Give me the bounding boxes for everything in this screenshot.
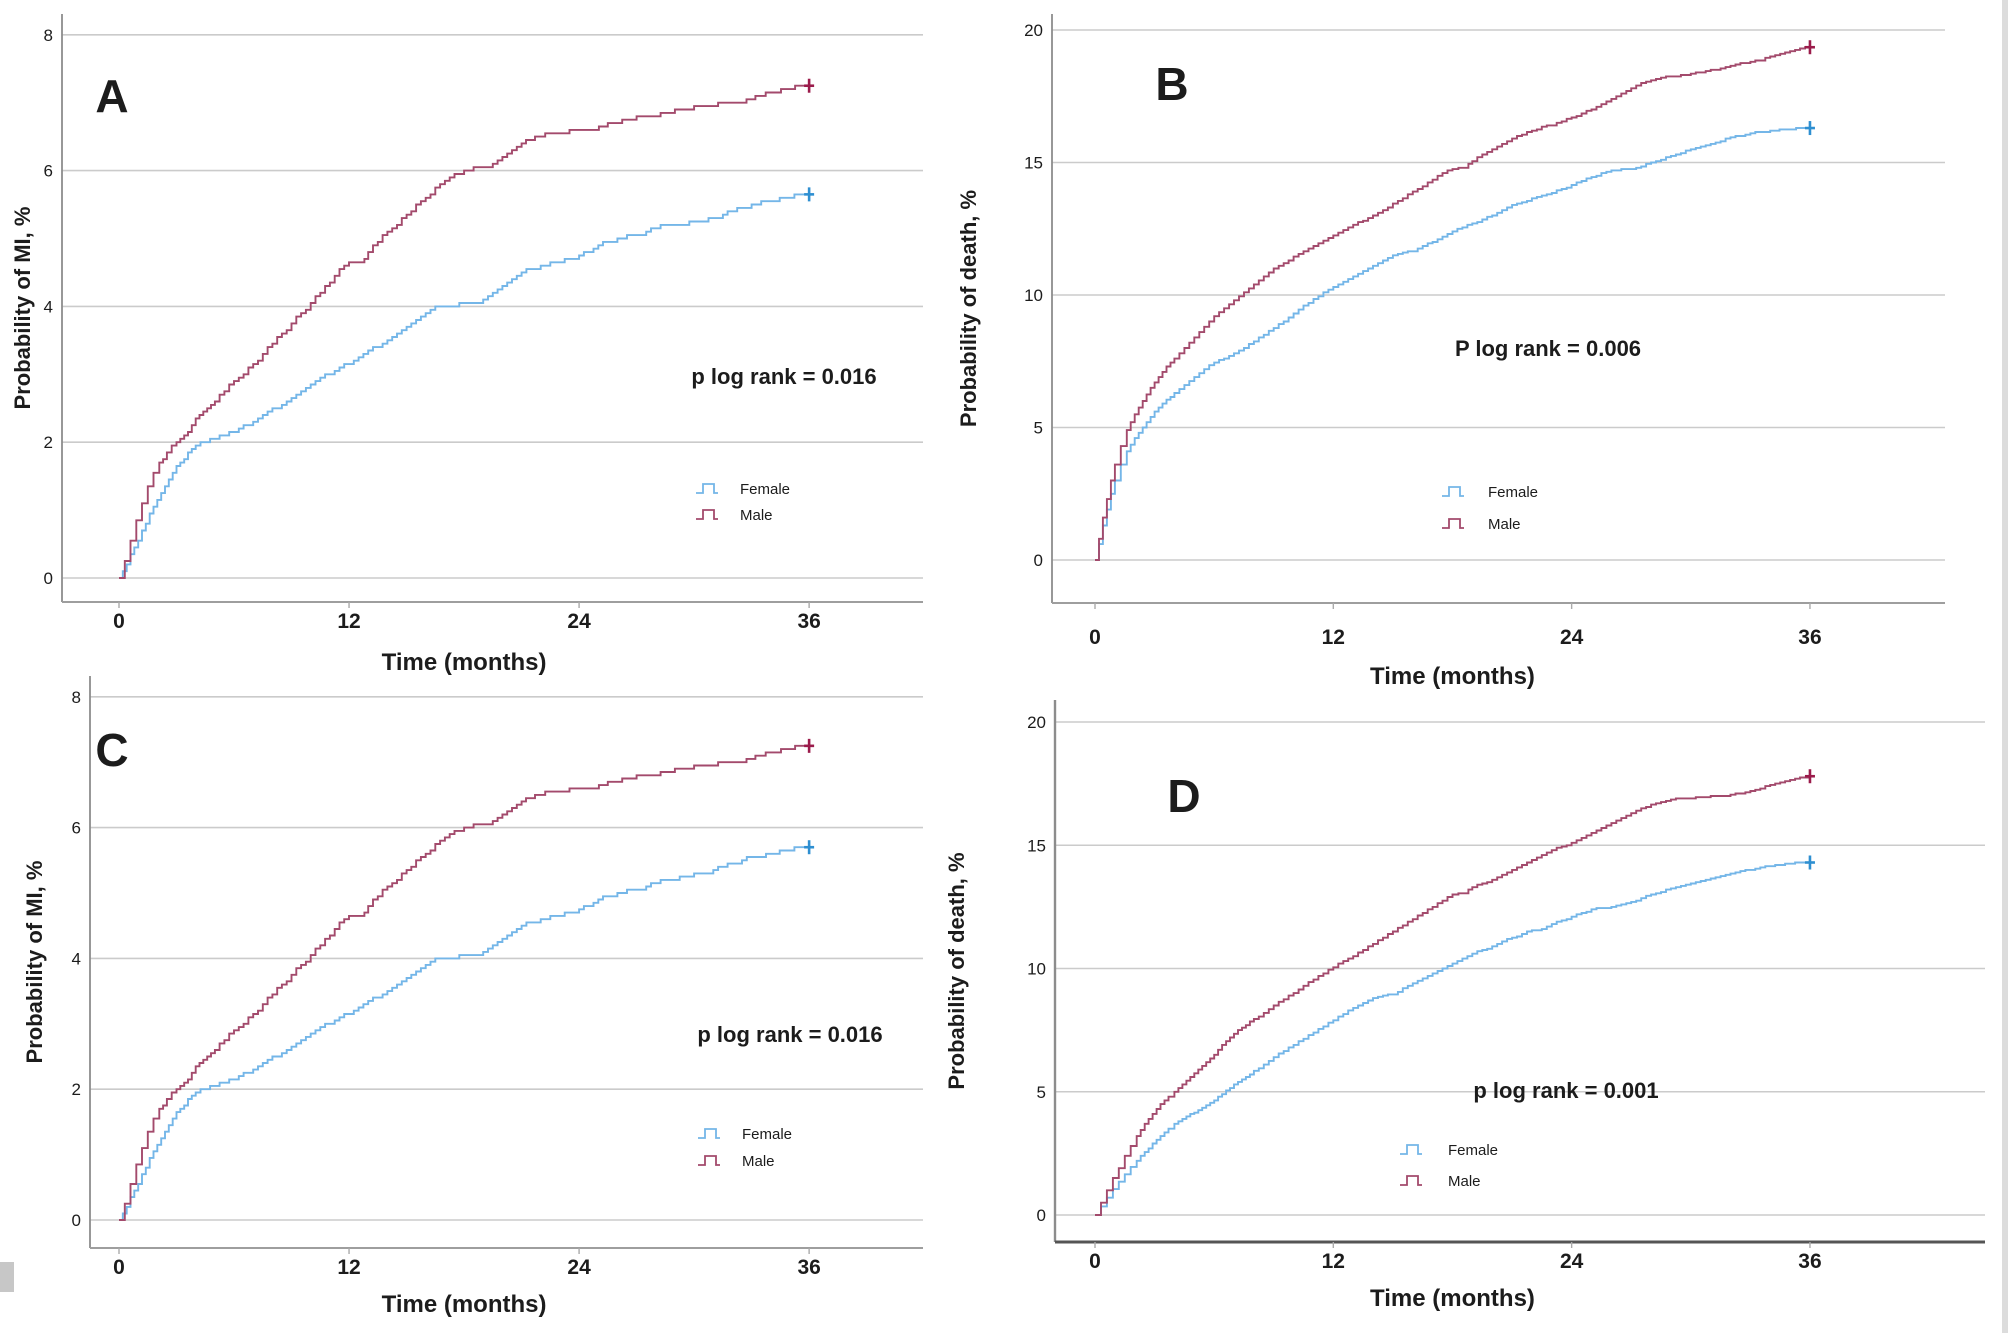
panel-letter: B: [1155, 58, 1188, 110]
legend-male-symbol: [696, 509, 718, 520]
x-tick-label: 12: [1322, 1250, 1345, 1273]
x-tick-label: 0: [1089, 1250, 1101, 1273]
censor-plus-marker-male: [1804, 769, 1815, 784]
legend-female-symbol: [696, 483, 718, 494]
legend-male-symbol: [1400, 1175, 1422, 1186]
y-tick-label: 10: [1024, 286, 1043, 305]
legend-male-label: Male: [1448, 1173, 1481, 1190]
y-tick-label: 0: [44, 569, 53, 588]
x-tick-label: 12: [337, 610, 360, 633]
scan-edge-strip: [2002, 0, 2008, 1333]
censor-plus-marker-male: [804, 78, 815, 93]
legend-female-symbol: [1400, 1144, 1422, 1155]
y-tick-label: 20: [1024, 21, 1043, 40]
x-axis-title: Time (months): [1370, 1285, 1535, 1312]
curve-female: [1095, 127, 1810, 561]
legend-female-label: Female: [1448, 1142, 1498, 1159]
y-tick-label: 8: [44, 26, 53, 45]
panel-D: 0 5 10 15 20 0 12 24 36 Time (months) Probability …: [944, 700, 1985, 1312]
curve-female: [119, 193, 810, 579]
y-tick-label: 5: [1037, 1083, 1046, 1102]
curve-male: [1095, 46, 1810, 561]
log-rank-p-label: p log rank = 0.016: [697, 1022, 882, 1047]
x-tick-label: 0: [1089, 626, 1101, 649]
y-tick-label: 15: [1024, 154, 1043, 173]
legend-male-symbol: [698, 1155, 720, 1166]
censor-plus-marker-female: [804, 187, 815, 202]
censor-plus-marker-female: [1804, 121, 1815, 136]
y-tick-label: 6: [72, 819, 81, 838]
panel-letter: C: [95, 724, 128, 776]
legend: Female Male: [696, 481, 790, 524]
x-tick-label: 0: [113, 610, 125, 633]
y-tick-label: 0: [1037, 1206, 1046, 1225]
x-axis-title: Time (months): [382, 1291, 547, 1318]
x-tick-label: 36: [1798, 626, 1821, 649]
x-tick-label: 12: [1322, 626, 1345, 649]
curve-female: [1095, 861, 1810, 1216]
y-tick-label: 0: [72, 1211, 81, 1230]
x-axis-title: Time (months): [382, 649, 547, 676]
curve-male: [119, 84, 810, 579]
censor-plus-marker-female: [1804, 855, 1815, 870]
x-tick-label: 36: [797, 1256, 820, 1279]
x-tick-label: 36: [797, 610, 820, 633]
legend: Female Male: [698, 1126, 792, 1170]
x-tick-label: 24: [567, 610, 591, 633]
y-tick-label: 6: [44, 162, 53, 181]
legend-male-label: Male: [1488, 516, 1521, 533]
log-rank-p-label: p log rank = 0.016: [691, 364, 876, 389]
y-axis-title: Probability of MI, %: [22, 861, 47, 1064]
censor-plus-marker-male: [804, 738, 815, 753]
y-tick-label: 4: [72, 949, 81, 968]
panel-letter: A: [95, 70, 128, 122]
legend-female-label: Female: [742, 1126, 792, 1143]
legend-female-label: Female: [740, 481, 790, 498]
panel-letter: D: [1167, 770, 1200, 822]
y-axis-title: Probability of death, %: [944, 852, 969, 1089]
legend-male-symbol: [1442, 518, 1464, 529]
y-tick-label: 10: [1027, 960, 1046, 979]
y-tick-label: 0: [1034, 551, 1043, 570]
x-tick-label: 0: [113, 1256, 125, 1279]
scan-artifact: [0, 1262, 14, 1292]
y-tick-label: 15: [1027, 836, 1046, 855]
x-tick-label: 24: [1560, 1250, 1584, 1273]
y-tick-label: 2: [72, 1080, 81, 1099]
legend: Female Male: [1400, 1142, 1498, 1190]
y-tick-label: 2: [44, 433, 53, 452]
panel-B: 0 5 10 15 20 0 12 24 36 Time (months) Probability …: [956, 14, 1945, 690]
legend: Female Male: [1442, 484, 1538, 533]
y-axis-title: Probability of MI, %: [10, 207, 35, 410]
curve-male: [1095, 776, 1811, 1216]
censor-plus-marker-male: [1804, 40, 1815, 55]
curve-female: [119, 846, 810, 1221]
y-tick-label: 20: [1027, 713, 1046, 732]
legend-female-label: Female: [1488, 484, 1538, 501]
log-rank-p-label: p log rank = 0.001: [1473, 1078, 1658, 1103]
y-tick-label: 4: [44, 297, 53, 316]
x-tick-label: 24: [1560, 626, 1584, 649]
x-tick-label: 24: [567, 1256, 591, 1279]
y-tick-label: 5: [1034, 419, 1043, 438]
x-tick-label: 12: [337, 1256, 360, 1279]
legend-male-label: Male: [740, 507, 773, 524]
y-tick-label: 8: [72, 688, 81, 707]
x-axis-title: Time (months): [1370, 663, 1535, 690]
curve-male: [119, 744, 810, 1221]
legend-female-symbol: [698, 1128, 720, 1139]
y-axis-title: Probability of death, %: [956, 190, 981, 427]
x-tick-label: 36: [1798, 1250, 1821, 1273]
censor-plus-marker-female: [804, 840, 815, 855]
log-rank-p-label: P log rank = 0.006: [1455, 336, 1641, 361]
legend-female-symbol: [1442, 486, 1464, 497]
legend-male-label: Male: [742, 1153, 775, 1170]
